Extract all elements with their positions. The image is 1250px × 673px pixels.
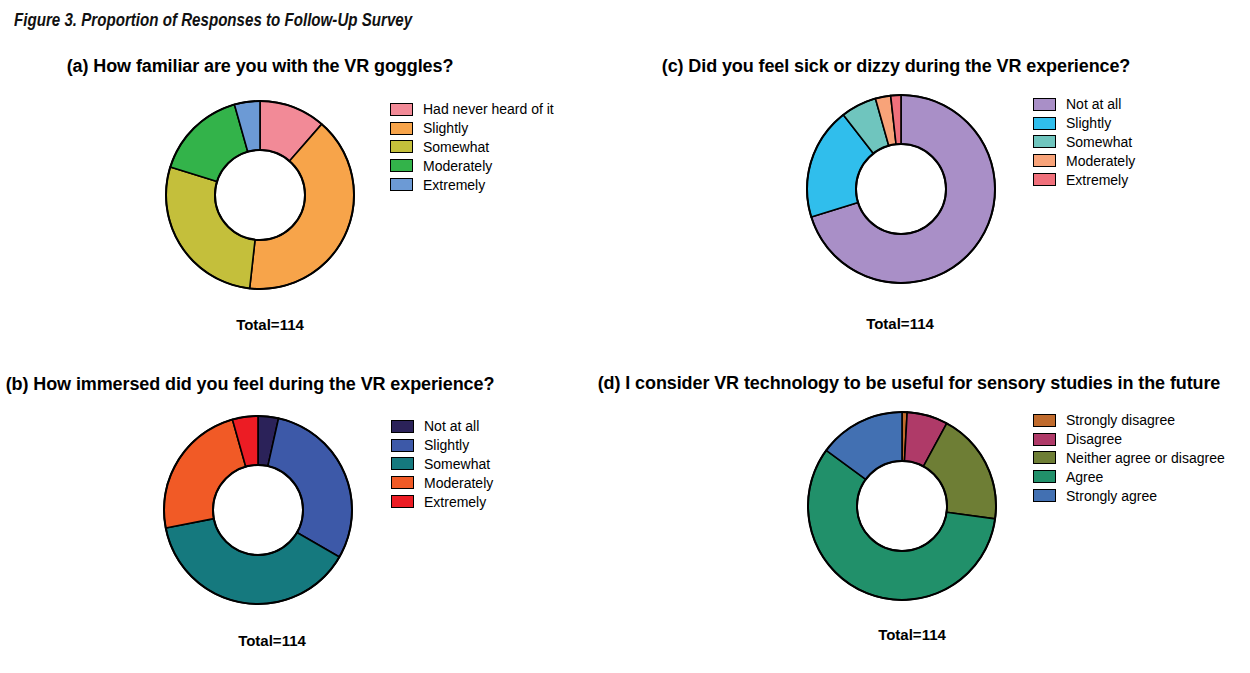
- legend-swatch-icon: [1033, 433, 1056, 446]
- legend-item-a-1: Slightly: [390, 119, 554, 138]
- legend-item-b-0: Not at all: [391, 417, 493, 436]
- legend-swatch-icon: [1033, 135, 1056, 148]
- legend-swatch-icon: [1033, 414, 1056, 427]
- total-label-c: Total=114: [800, 315, 1000, 332]
- legend-label: Slightly: [423, 120, 468, 136]
- chart-title-a: (a) How familiar are you with the VR gog…: [10, 56, 510, 77]
- legend-label: Not at all: [1066, 96, 1121, 112]
- figure-3-proportion-of-responses: Figure 3. Proportion of Responses to Fol…: [0, 0, 1250, 673]
- legend-label: Extremely: [424, 494, 486, 510]
- legend-label: Moderately: [423, 158, 492, 174]
- legend-swatch-icon: [1033, 173, 1056, 186]
- legend-label: Extremely: [1066, 172, 1128, 188]
- legend-label: Strongly disagree: [1066, 412, 1175, 428]
- chart-title-c: (c) Did you feel sick or dizzy during th…: [646, 56, 1146, 77]
- legend-item-c-2: Somewhat: [1033, 133, 1135, 152]
- donut-chart-c: [791, 79, 1011, 299]
- legend-swatch-icon: [390, 178, 413, 191]
- legend-swatch-icon: [391, 439, 414, 452]
- legend-item-b-1: Slightly: [391, 436, 493, 455]
- legend-item-d-3: Agree: [1033, 467, 1225, 486]
- legend-swatch-icon: [390, 159, 413, 172]
- donut-segment-a-2: [166, 167, 255, 288]
- legend-label: Slightly: [424, 437, 469, 453]
- donut-inner-border: [856, 144, 946, 234]
- legend-item-b-4: Extremely: [391, 492, 493, 511]
- legend-item-b-2: Somewhat: [391, 455, 493, 474]
- legend-label: Had never heard of it: [423, 101, 554, 117]
- total-label-b: Total=114: [172, 632, 372, 649]
- legend-swatch-icon: [1033, 451, 1056, 464]
- legend-label: Not at all: [424, 418, 479, 434]
- legend-swatch-icon: [1033, 98, 1056, 111]
- legend-label: Extremely: [423, 177, 485, 193]
- donut-inner-border: [215, 150, 305, 240]
- donut-segment-b-3: [164, 420, 246, 528]
- legend-swatch-icon: [391, 476, 414, 489]
- legend-b: Not at all Slightly Somewhat Moderately Extr…: [391, 417, 493, 511]
- legend-swatch-icon: [1033, 489, 1056, 502]
- legend-label: Slightly: [1066, 115, 1111, 131]
- legend-item-d-0: Strongly disagree: [1033, 411, 1225, 430]
- legend-item-d-1: Disagree: [1033, 430, 1225, 449]
- legend-item-c-0: Not at all: [1033, 95, 1135, 114]
- donut-chart-b: [148, 400, 368, 620]
- donut-inner-border: [857, 461, 947, 551]
- legend-a: Had never heard of it Slightly Somewhat Mod…: [390, 100, 554, 194]
- legend-item-b-3: Moderately: [391, 473, 493, 492]
- legend-label: Disagree: [1066, 431, 1122, 447]
- legend-label: Moderately: [424, 475, 493, 491]
- legend-label: Somewhat: [424, 456, 490, 472]
- legend-item-a-3: Moderately: [390, 156, 554, 175]
- legend-item-d-2: Neither agree or disagree: [1033, 449, 1225, 468]
- legend-item-c-4: Extremely: [1033, 170, 1135, 189]
- donut-chart-d: [792, 396, 1012, 616]
- chart-title-b: (b) How immersed did you feel during the…: [0, 374, 500, 395]
- legend-swatch-icon: [1033, 117, 1056, 130]
- donut-chart-a: [150, 85, 370, 305]
- legend-label: Moderately: [1066, 153, 1135, 169]
- legend-swatch-icon: [390, 122, 413, 135]
- legend-swatch-icon: [390, 103, 413, 116]
- legend-item-d-4: Strongly agree: [1033, 486, 1225, 505]
- legend-item-c-3: Moderately: [1033, 151, 1135, 170]
- legend-swatch-icon: [1033, 470, 1056, 483]
- legend-label: Neither agree or disagree: [1066, 450, 1225, 466]
- legend-label: Somewhat: [423, 139, 489, 155]
- legend-d: Strongly disagree Disagree Neither agree o…: [1033, 411, 1225, 505]
- legend-item-a-4: Extremely: [390, 175, 554, 194]
- legend-swatch-icon: [391, 420, 414, 433]
- chart-title-d: (d) I consider VR technology to be usefu…: [584, 373, 1234, 394]
- total-label-a: Total=114: [170, 316, 370, 333]
- legend-label: Agree: [1066, 469, 1103, 485]
- legend-item-a-0: Had never heard of it: [390, 100, 554, 119]
- figure-title: Figure 3. Proportion of Responses to Fol…: [14, 10, 412, 31]
- total-label-d: Total=114: [812, 626, 1012, 643]
- legend-swatch-icon: [390, 140, 413, 153]
- legend-swatch-icon: [391, 495, 414, 508]
- legend-item-c-1: Slightly: [1033, 114, 1135, 133]
- donut-segment-b-1: [268, 418, 352, 557]
- legend-item-a-2: Somewhat: [390, 138, 554, 157]
- legend-c: Not at all Slightly Somewhat Moderately Extr…: [1033, 95, 1135, 189]
- legend-label: Strongly agree: [1066, 488, 1157, 504]
- donut-inner-border: [213, 465, 303, 555]
- legend-swatch-icon: [1033, 154, 1056, 167]
- legend-swatch-icon: [391, 457, 414, 470]
- legend-label: Somewhat: [1066, 134, 1132, 150]
